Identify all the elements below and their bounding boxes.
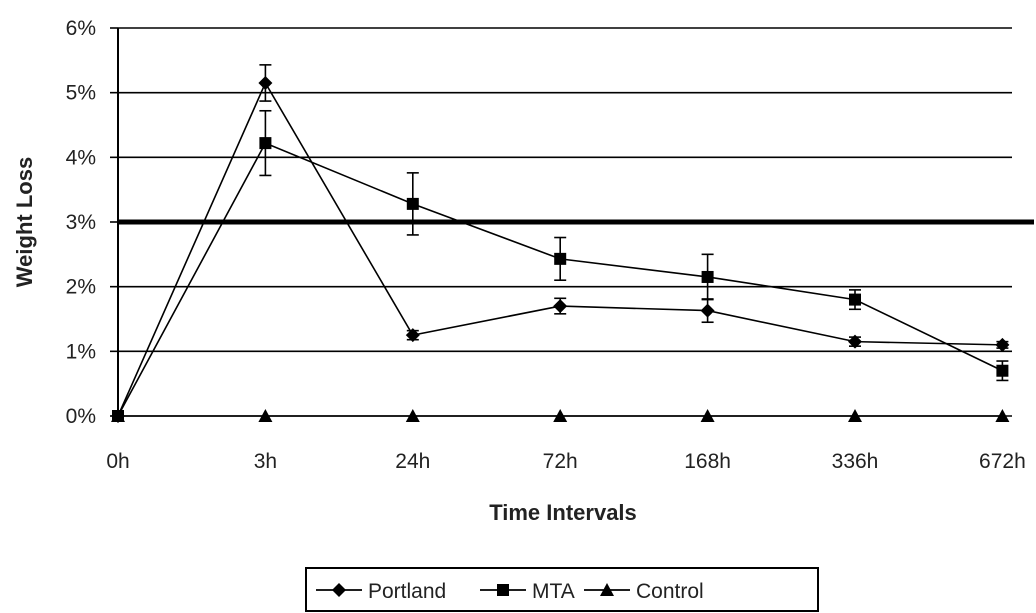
series (111, 64, 1010, 423)
data-point-control (553, 409, 568, 422)
data-point-portland (700, 303, 715, 318)
gridlines (110, 27, 1034, 417)
legend-item-portland: Portland (316, 580, 446, 603)
legend-item-mta: MTA (480, 580, 575, 603)
x-tick-label: 168h (684, 450, 731, 473)
data-point-control (405, 409, 420, 422)
data-point-control (700, 409, 715, 422)
y-tick-label: 3% (66, 211, 96, 234)
data-point-portland (405, 328, 420, 343)
x-tick-label: 72h (543, 450, 578, 473)
legend-label-control: Control (636, 580, 704, 603)
data-point-mta (849, 293, 861, 306)
x-tick-label: 3h (254, 450, 277, 473)
x-tick-label: 24h (395, 450, 430, 473)
data-point-mta (259, 137, 272, 150)
x-tick-label: 0h (106, 450, 129, 473)
legend-label-mta: MTA (532, 580, 575, 603)
data-point-portland (258, 75, 273, 90)
x-tick-labels: 0h 3h 24h 72h 168h 336h 672h (106, 450, 1025, 473)
legend-marker-control (600, 583, 614, 596)
y-axis-title: Weight Loss (12, 157, 37, 287)
y-tick-label: 5% (66, 82, 96, 105)
legend-item-control: Control (584, 580, 704, 603)
data-point-control (995, 409, 1010, 422)
y-tick-label: 2% (66, 276, 96, 299)
data-point-mta (554, 252, 567, 265)
data-point-portland (995, 337, 1010, 352)
y-tick-label: 6% (66, 17, 96, 40)
series-control (111, 409, 1010, 422)
data-point-portland (848, 334, 862, 349)
x-axis-title: Time Intervals (489, 500, 637, 525)
y-tick-label: 1% (66, 340, 96, 363)
data-point-mta (996, 364, 1009, 377)
y-tick-labels: 0% 1% 2% 3% 4% 5% 6% (66, 17, 96, 428)
data-point-mta (701, 270, 714, 283)
y-tick-label: 4% (66, 146, 96, 169)
data-point-control (258, 409, 273, 422)
series-mta (112, 109, 1009, 422)
data-point-mta (406, 197, 419, 210)
legend-label-portland: Portland (368, 580, 446, 603)
y-tick-label: 0% (66, 405, 96, 428)
data-point-control (848, 409, 862, 422)
data-point-portland (553, 299, 568, 314)
legend-box (305, 567, 819, 612)
legend: Portland MTA Control (305, 567, 819, 612)
x-tick-label: 336h (832, 450, 879, 473)
legend-marker-portland (332, 583, 346, 597)
x-tick-label: 672h (979, 450, 1026, 473)
data-point-control (111, 409, 125, 422)
legend-marker-mta (497, 584, 509, 596)
